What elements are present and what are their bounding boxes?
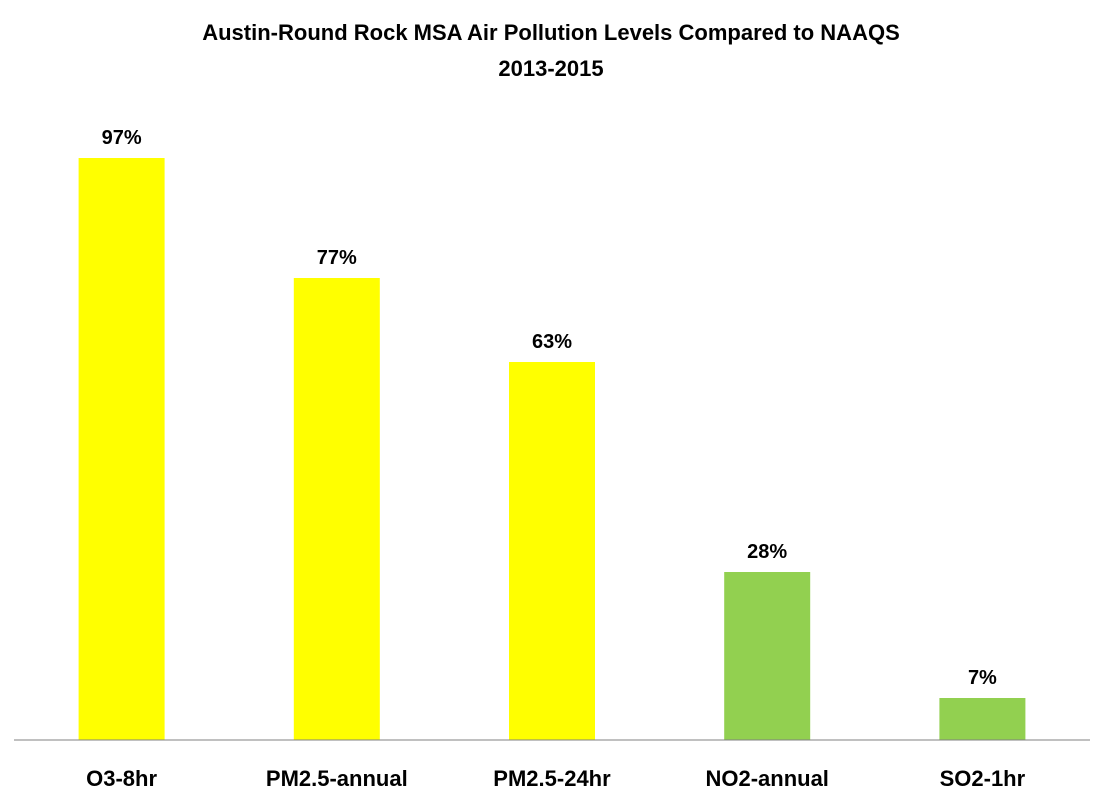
data-label: 28% bbox=[747, 541, 787, 563]
bars-group bbox=[78, 158, 1026, 740]
x-tick-label: O3-8hr bbox=[86, 766, 157, 791]
data-label: 97% bbox=[102, 127, 142, 149]
data-label: 7% bbox=[968, 667, 997, 689]
x-tick-label: PM2.5-annual bbox=[266, 766, 408, 791]
x-tick-label: NO2-annual bbox=[705, 766, 828, 791]
x-tick-label: SO2-1hr bbox=[940, 766, 1026, 791]
bar-so2-1hr bbox=[939, 698, 1026, 740]
data-labels-group: 97% 77% 63% 28% 7% bbox=[102, 127, 997, 689]
bar-pm2-5-24hr bbox=[509, 362, 595, 740]
bar-pm2-5-annual bbox=[293, 278, 380, 740]
chart-title: Austin-Round Rock MSA Air Pollution Leve… bbox=[202, 20, 900, 45]
bar-no2-annual bbox=[724, 572, 811, 740]
data-label: 63% bbox=[532, 331, 572, 353]
bar-o3-8hr bbox=[78, 158, 165, 740]
x-tick-labels: O3-8hr PM2.5-annual PM2.5-24hr NO2-annual SO… bbox=[86, 766, 1025, 791]
chart-subtitle: 2013-2015 bbox=[498, 56, 603, 81]
x-tick-label: PM2.5-24hr bbox=[493, 766, 611, 791]
data-label: 77% bbox=[317, 247, 357, 269]
